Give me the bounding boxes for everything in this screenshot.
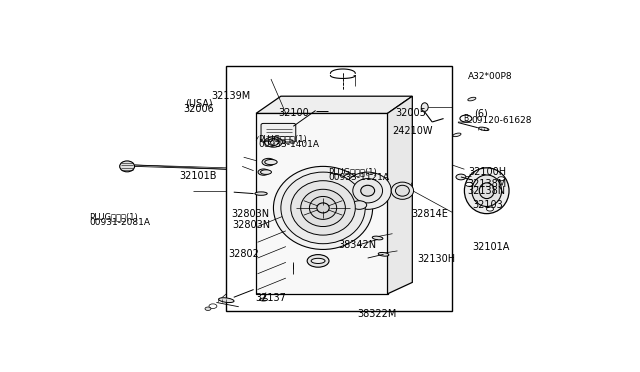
Text: 38342N: 38342N: [338, 240, 376, 250]
Text: PLUGプラグ(1): PLUGプラグ(1): [89, 212, 138, 221]
Ellipse shape: [317, 203, 329, 213]
Text: 38322M: 38322M: [358, 309, 397, 319]
Text: A32*00P8: A32*00P8: [468, 72, 513, 81]
Ellipse shape: [396, 185, 410, 196]
Ellipse shape: [260, 170, 271, 174]
Text: 00933-1401A: 00933-1401A: [259, 140, 319, 150]
Text: 32100: 32100: [278, 108, 308, 118]
Ellipse shape: [311, 258, 325, 263]
Circle shape: [352, 201, 367, 209]
Circle shape: [486, 207, 493, 211]
Text: 32101B: 32101B: [179, 171, 217, 182]
Polygon shape: [388, 96, 412, 294]
Ellipse shape: [120, 161, 134, 172]
Ellipse shape: [421, 103, 428, 111]
Text: 32138M: 32138M: [467, 179, 506, 189]
Text: 32100H: 32100H: [468, 167, 506, 177]
Ellipse shape: [219, 298, 234, 302]
Text: 32803N: 32803N: [231, 209, 269, 219]
Ellipse shape: [361, 185, 374, 196]
Circle shape: [205, 307, 211, 311]
Ellipse shape: [273, 166, 372, 250]
Ellipse shape: [255, 192, 268, 195]
Ellipse shape: [269, 138, 278, 145]
Text: 00933-1121A: 00933-1121A: [328, 173, 389, 182]
Text: 32138N: 32138N: [467, 186, 505, 196]
Ellipse shape: [378, 253, 389, 256]
Ellipse shape: [472, 175, 502, 206]
Ellipse shape: [281, 172, 365, 244]
Ellipse shape: [353, 179, 383, 203]
Polygon shape: [256, 96, 412, 113]
Text: PLUGプラグ(1): PLUGプラグ(1): [328, 168, 377, 177]
Circle shape: [456, 174, 466, 180]
Ellipse shape: [453, 133, 461, 137]
Circle shape: [307, 254, 329, 267]
Ellipse shape: [291, 181, 355, 235]
Circle shape: [465, 182, 472, 186]
Ellipse shape: [309, 196, 337, 219]
Circle shape: [262, 158, 275, 166]
Ellipse shape: [465, 168, 509, 214]
Text: 32803N: 32803N: [233, 220, 271, 230]
Ellipse shape: [468, 97, 476, 101]
Text: 24210W: 24210W: [392, 126, 433, 135]
Ellipse shape: [372, 236, 383, 240]
FancyBboxPatch shape: [261, 124, 296, 142]
Ellipse shape: [301, 189, 346, 227]
Text: 32103: 32103: [472, 200, 502, 210]
Bar: [227, 66, 452, 311]
Text: 32139M: 32139M: [212, 91, 251, 101]
Text: 32006: 32006: [184, 104, 214, 114]
Ellipse shape: [260, 298, 268, 301]
Text: 32130H: 32130H: [417, 254, 456, 264]
Text: 09120-61628: 09120-61628: [472, 116, 532, 125]
Ellipse shape: [391, 182, 413, 199]
Circle shape: [498, 177, 504, 181]
Ellipse shape: [344, 172, 391, 209]
Text: 32802: 32802: [228, 249, 259, 259]
Text: 32814E: 32814E: [412, 209, 448, 219]
Circle shape: [264, 137, 282, 147]
Circle shape: [258, 169, 269, 175]
Polygon shape: [256, 113, 388, 294]
Ellipse shape: [265, 160, 277, 165]
Text: 32101A: 32101A: [472, 241, 509, 251]
Text: 00931-2081A: 00931-2081A: [89, 218, 150, 227]
Text: B: B: [463, 114, 468, 123]
Text: 32137: 32137: [255, 293, 286, 303]
Text: (USA): (USA): [185, 98, 213, 108]
Text: 32005: 32005: [395, 108, 426, 118]
Text: PLUGプラグ(1): PLUGプラグ(1): [259, 135, 307, 144]
Circle shape: [209, 304, 217, 308]
Text: (6): (6): [474, 108, 488, 118]
Circle shape: [460, 115, 472, 122]
Ellipse shape: [479, 127, 489, 131]
Ellipse shape: [479, 183, 494, 199]
